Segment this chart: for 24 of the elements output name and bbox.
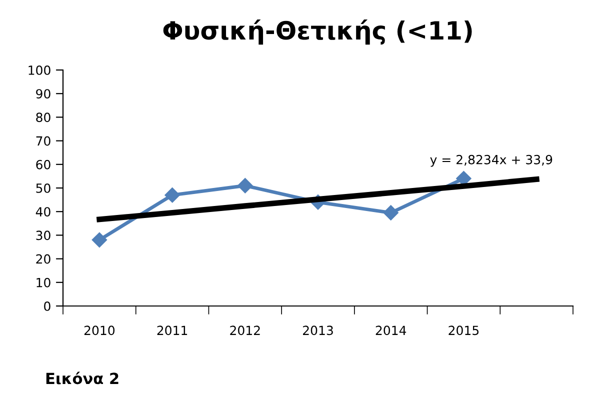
y-tick-label: 70: [36, 136, 50, 146]
point: [383, 205, 398, 220]
x-tick-label: 2011: [157, 326, 188, 336]
y-tick-label: 100: [28, 65, 50, 75]
x-tick-label: 2015: [448, 326, 479, 336]
chart-title: Φυσική-Θετικής (<11): [163, 19, 472, 45]
x-tick-label: 2012: [230, 326, 260, 336]
y-tick-label: 80: [36, 112, 50, 122]
point: [238, 178, 253, 194]
y-tick-label: 40: [36, 207, 50, 217]
x-tick-label: 2010: [84, 326, 115, 336]
y-tick-label: 60: [36, 160, 50, 170]
y-tick-label: 20: [36, 254, 50, 264]
y-tick-label: 0: [44, 301, 50, 311]
text: Εικόνα 2: [46, 372, 118, 384]
point: [164, 188, 180, 203]
annotation: y = 2,8234x + 33,9: [430, 154, 552, 167]
y-tick-label: 50: [36, 183, 50, 193]
point: [92, 232, 107, 248]
y-tick-label: 30: [36, 230, 50, 240]
x-tick-label: 2014: [376, 326, 406, 336]
y-tick-label: 90: [36, 89, 50, 99]
x-tick-label: 2013: [303, 326, 333, 336]
y-tick-label: 10: [36, 278, 50, 288]
